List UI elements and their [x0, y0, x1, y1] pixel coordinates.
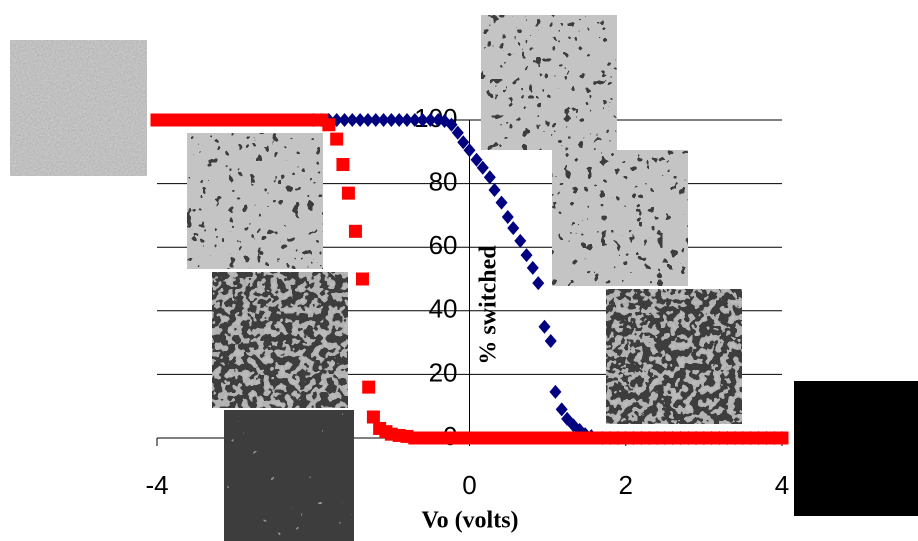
- point: [341, 186, 355, 200]
- point: [470, 152, 483, 167]
- x-tick-label: 4: [775, 470, 789, 500]
- point: [401, 113, 413, 127]
- micrograph: [10, 40, 147, 176]
- micrograph: [794, 381, 918, 516]
- point: [514, 233, 527, 248]
- point: [538, 319, 551, 334]
- point: [532, 276, 545, 291]
- micrograph: [552, 150, 688, 286]
- x-tick-label: -4: [145, 470, 168, 500]
- point: [361, 113, 374, 127]
- point: [424, 113, 437, 127]
- point: [526, 260, 539, 275]
- point: [483, 170, 496, 185]
- point: [476, 160, 489, 175]
- point: [775, 431, 789, 445]
- micrograph: [212, 272, 348, 408]
- x-tick-label: 2: [619, 470, 633, 500]
- y-tick-label: 80: [429, 166, 458, 196]
- point: [377, 113, 390, 127]
- point: [451, 125, 464, 140]
- x-tick-label: 0: [462, 470, 476, 500]
- point: [408, 113, 421, 127]
- micrograph-insets: [10, 15, 918, 541]
- micrograph: [224, 410, 354, 541]
- micrograph: [606, 289, 742, 424]
- point: [366, 410, 380, 424]
- point: [520, 248, 533, 263]
- point: [555, 402, 568, 417]
- point: [369, 113, 382, 127]
- point: [445, 117, 458, 132]
- point: [507, 221, 520, 236]
- x-axis-label: Vo (volts): [421, 508, 518, 534]
- point: [346, 113, 359, 127]
- micrograph: [187, 133, 323, 269]
- point: [488, 182, 501, 197]
- y-tick-label: 20: [429, 357, 458, 387]
- point: [362, 380, 376, 394]
- y-tick-label: 60: [429, 230, 458, 260]
- point: [457, 135, 470, 150]
- point: [463, 143, 476, 158]
- point: [393, 113, 406, 127]
- point: [338, 113, 351, 127]
- point: [495, 195, 508, 210]
- point: [385, 113, 398, 127]
- point: [416, 113, 429, 127]
- point: [354, 113, 367, 127]
- point: [355, 272, 369, 286]
- micrograph: [481, 15, 617, 150]
- point: [322, 118, 336, 132]
- point: [336, 158, 350, 172]
- point: [348, 224, 362, 238]
- point: [544, 334, 557, 349]
- y-axis-label: % switched: [476, 245, 502, 365]
- markers: [150, 113, 789, 445]
- point: [501, 209, 514, 224]
- point: [330, 132, 344, 146]
- y-tick-label: 40: [429, 294, 458, 324]
- point: [549, 384, 562, 399]
